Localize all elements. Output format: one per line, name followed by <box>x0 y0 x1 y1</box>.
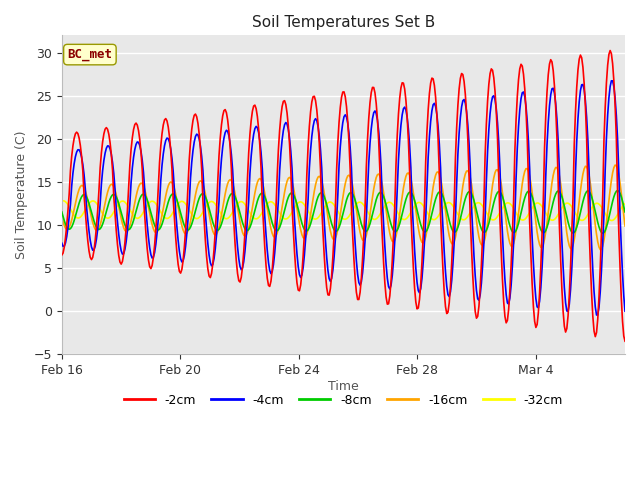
-2cm <box>334 140 342 145</box>
-16cm <box>334 227 342 232</box>
Line: -4cm: -4cm <box>62 81 625 315</box>
-2cm <box>533 322 541 327</box>
-16cm <box>354 215 362 221</box>
-2cm <box>58 252 66 258</box>
Legend: -2cm, -4cm, -8cm, -16cm, -32cm: -2cm, -4cm, -8cm, -16cm, -32cm <box>118 389 568 412</box>
-32cm <box>607 217 615 223</box>
-4cm <box>607 78 615 84</box>
-8cm <box>305 225 313 230</box>
-16cm <box>596 247 604 252</box>
-4cm <box>621 308 629 314</box>
-16cm <box>562 221 570 227</box>
-8cm <box>599 230 607 236</box>
-32cm <box>534 200 542 206</box>
Line: -16cm: -16cm <box>62 165 625 250</box>
-16cm <box>58 214 66 220</box>
-16cm <box>344 173 351 179</box>
-2cm <box>354 297 362 302</box>
-8cm <box>533 214 541 219</box>
Line: -8cm: -8cm <box>62 191 625 233</box>
-32cm <box>563 200 571 206</box>
-16cm <box>305 219 313 225</box>
Text: BC_met: BC_met <box>67 48 113 61</box>
-4cm <box>305 165 313 171</box>
Line: -2cm: -2cm <box>62 50 625 341</box>
-8cm <box>562 208 570 214</box>
-32cm <box>307 213 314 218</box>
-8cm <box>621 209 629 215</box>
-2cm <box>621 338 629 344</box>
-8cm <box>614 188 621 193</box>
-8cm <box>354 207 362 213</box>
-2cm <box>344 119 351 124</box>
-32cm <box>345 214 353 219</box>
-2cm <box>305 123 313 129</box>
Title: Soil Temperatures Set B: Soil Temperatures Set B <box>252 15 435 30</box>
-32cm <box>59 198 67 204</box>
-4cm <box>533 304 541 310</box>
-8cm <box>58 209 66 215</box>
-4cm <box>594 312 602 318</box>
Line: -32cm: -32cm <box>62 201 625 220</box>
Y-axis label: Soil Temperature (C): Soil Temperature (C) <box>15 131 28 259</box>
-8cm <box>344 193 351 199</box>
-16cm <box>621 223 629 229</box>
-16cm <box>611 162 619 168</box>
-4cm <box>58 240 66 246</box>
-8cm <box>334 227 342 233</box>
-4cm <box>334 192 342 198</box>
-2cm <box>562 329 570 335</box>
-4cm <box>344 120 351 126</box>
-4cm <box>562 300 570 306</box>
-2cm <box>606 48 614 53</box>
X-axis label: Time: Time <box>328 380 359 393</box>
-32cm <box>621 201 629 207</box>
-16cm <box>533 229 541 235</box>
-4cm <box>354 272 362 277</box>
-32cm <box>355 199 363 205</box>
-32cm <box>58 198 66 204</box>
-32cm <box>335 211 343 216</box>
